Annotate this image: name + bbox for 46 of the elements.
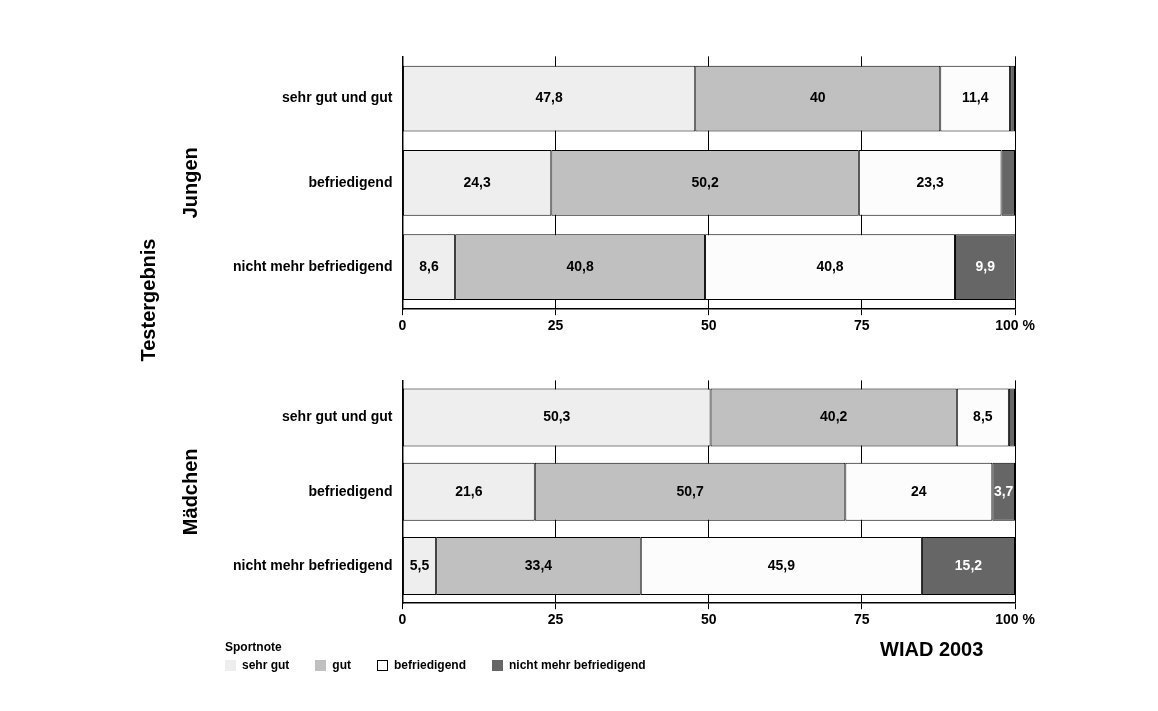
data-label: 11,4	[961, 89, 989, 106]
y-tick-label: nicht mehr befriedigend	[232, 556, 393, 573]
x-tick-label: 0	[398, 317, 407, 334]
data-label: 15,2	[954, 556, 983, 573]
text: Testergebnis	[136, 238, 160, 362]
x-tick-label: 50	[700, 317, 717, 334]
legend-title: Sportnote	[225, 640, 282, 654]
data-label: 24,3	[463, 173, 491, 190]
x-tick-label: 100 %	[995, 611, 1036, 628]
data-label: 23,3	[916, 173, 944, 190]
data-label: 8,6	[419, 257, 439, 274]
data-label: 33,4	[524, 556, 553, 573]
y-tick-label: sehr gut und gut	[282, 408, 393, 425]
data-label: 5,5	[409, 556, 430, 573]
data-label: 9,9	[975, 257, 996, 274]
x-tick-label: 100 %	[995, 317, 1036, 334]
x-tick-label: 50	[700, 611, 717, 628]
data-label: 40,8	[566, 257, 594, 274]
data-label: 8,5	[973, 408, 993, 425]
data-label: 50,2	[691, 173, 719, 190]
text: WIAD 2003	[880, 638, 984, 661]
data-label: 40,2	[820, 408, 848, 425]
x-tick-label: 0	[398, 611, 407, 628]
legend-label: nicht mehr befriedigend	[509, 658, 646, 672]
data-label: 50,7	[676, 482, 704, 499]
data-label: 3,7	[993, 482, 1014, 499]
y-tick-label: befriedigend	[308, 482, 393, 499]
y-axis-title: Mädchen	[178, 448, 201, 536]
x-tick-label: 75	[854, 611, 870, 628]
x-tick-label: 25	[547, 317, 564, 334]
data-label: 45,9	[767, 556, 796, 573]
y-tick-label: sehr gut und gut	[282, 89, 393, 106]
data-label: 40	[809, 89, 826, 106]
legend-label: gut	[332, 658, 351, 672]
legend-label: befriedigend	[394, 658, 467, 672]
legend-label: sehr gut	[242, 658, 290, 672]
y-tick-label: nicht mehr befriedigend	[232, 257, 393, 274]
data-label: 21,6	[455, 482, 483, 499]
data-label: 40,8	[816, 257, 844, 274]
y-tick-label: befriedigend	[308, 173, 393, 190]
data-label: 50,3	[543, 408, 571, 425]
y-axis-title: Jungen	[178, 147, 201, 219]
x-tick-label: 25	[547, 611, 564, 628]
data-label: 47,8	[535, 89, 563, 106]
data-label: 24	[911, 482, 927, 499]
x-tick-label: 75	[854, 317, 870, 334]
